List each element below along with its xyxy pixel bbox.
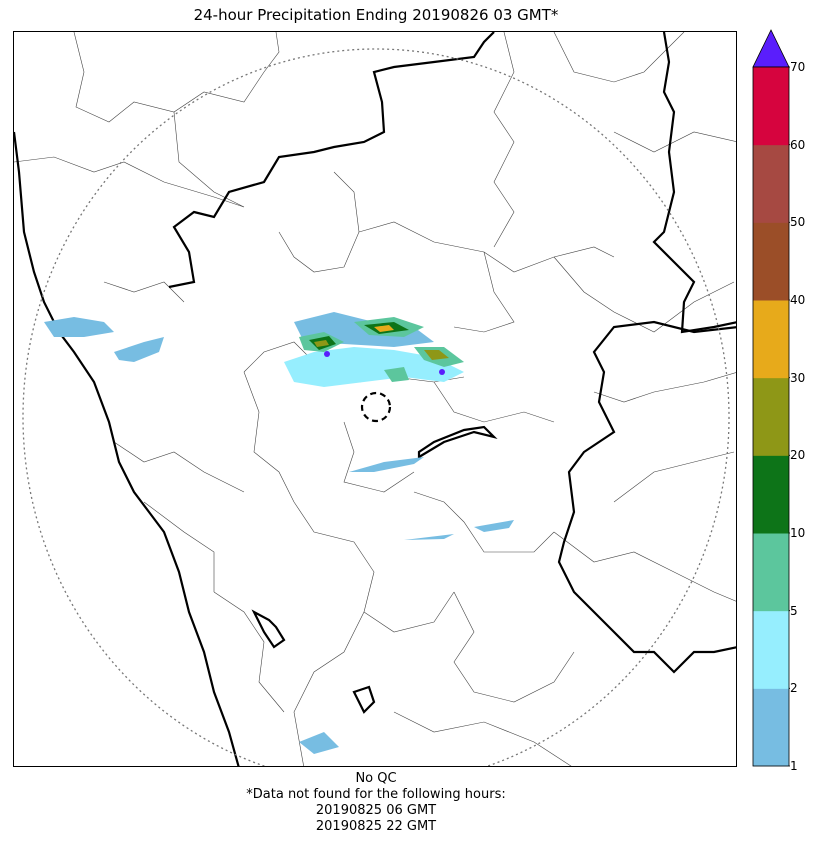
precip-band-south [349, 457, 424, 472]
district-boundaries [14, 32, 736, 766]
precip-orange-2 [374, 325, 394, 332]
colorbar-tick-label: 2 [790, 681, 798, 696]
map-title: 24-hour Precipitation Ending 20190826 03… [193, 6, 559, 24]
colorbar-segment [753, 688, 789, 767]
precipitation-map [13, 31, 737, 767]
colorbar-tick-label: 10 [790, 526, 806, 540]
footer-qc-note: No QC [355, 771, 397, 786]
colorbar-tick-label: 30 [790, 370, 806, 385]
colorbar-tick-label: 5 [790, 603, 798, 618]
precip-band-east [474, 520, 514, 532]
colorbar-segment [753, 377, 789, 456]
precipitation-colorbar [752, 29, 790, 767]
precip-teal-4 [384, 367, 409, 382]
radar-site-marker [360, 391, 392, 423]
footer-missing-hour-1: 20190825 06 GMT [315, 803, 437, 818]
state-boundaries [14, 32, 736, 766]
colorbar-segment [753, 222, 789, 301]
precip-band-east-2 [404, 534, 454, 540]
footer-missing-note: *Data not found for the following hours: [246, 787, 506, 802]
precip-coastal [44, 317, 114, 337]
precip-olive-1 [314, 340, 329, 347]
precip-purple-1 [324, 351, 330, 357]
map-canvas [14, 32, 736, 766]
colorbar-tick-label: 20 [790, 448, 806, 463]
precipitation-areas [44, 312, 514, 754]
colorbar-segment [753, 67, 789, 146]
footer-missing-hour-2: 20190825 22 GMT [315, 819, 437, 834]
colorbar-segment [753, 610, 789, 689]
precip-main-cyan [284, 347, 464, 387]
footer-notes: No QC *Data not found for the following … [0, 771, 752, 835]
precip-coastal-2 [114, 337, 164, 362]
colorbar-tick-label: 50 [790, 215, 806, 230]
colorbar-tick-label: 60 [790, 137, 806, 152]
colorbar-extend-triangle [752, 29, 790, 68]
colorbar-segment [753, 455, 789, 534]
colorbar-segment [753, 144, 789, 223]
precip-olive-3 [424, 350, 449, 360]
colorbar-tick-label: 40 [790, 293, 806, 307]
radar-range-ring [22, 48, 730, 766]
colorbar-outline [752, 66, 790, 767]
colorbar-tick-label: 70 [790, 60, 806, 74]
colorbar-segment [753, 533, 789, 612]
colorbar-tick-label: 1 [790, 759, 798, 773]
precip-purple-2 [439, 369, 445, 375]
colorbar-segment [753, 300, 789, 379]
precip-south-cluster [299, 732, 339, 754]
